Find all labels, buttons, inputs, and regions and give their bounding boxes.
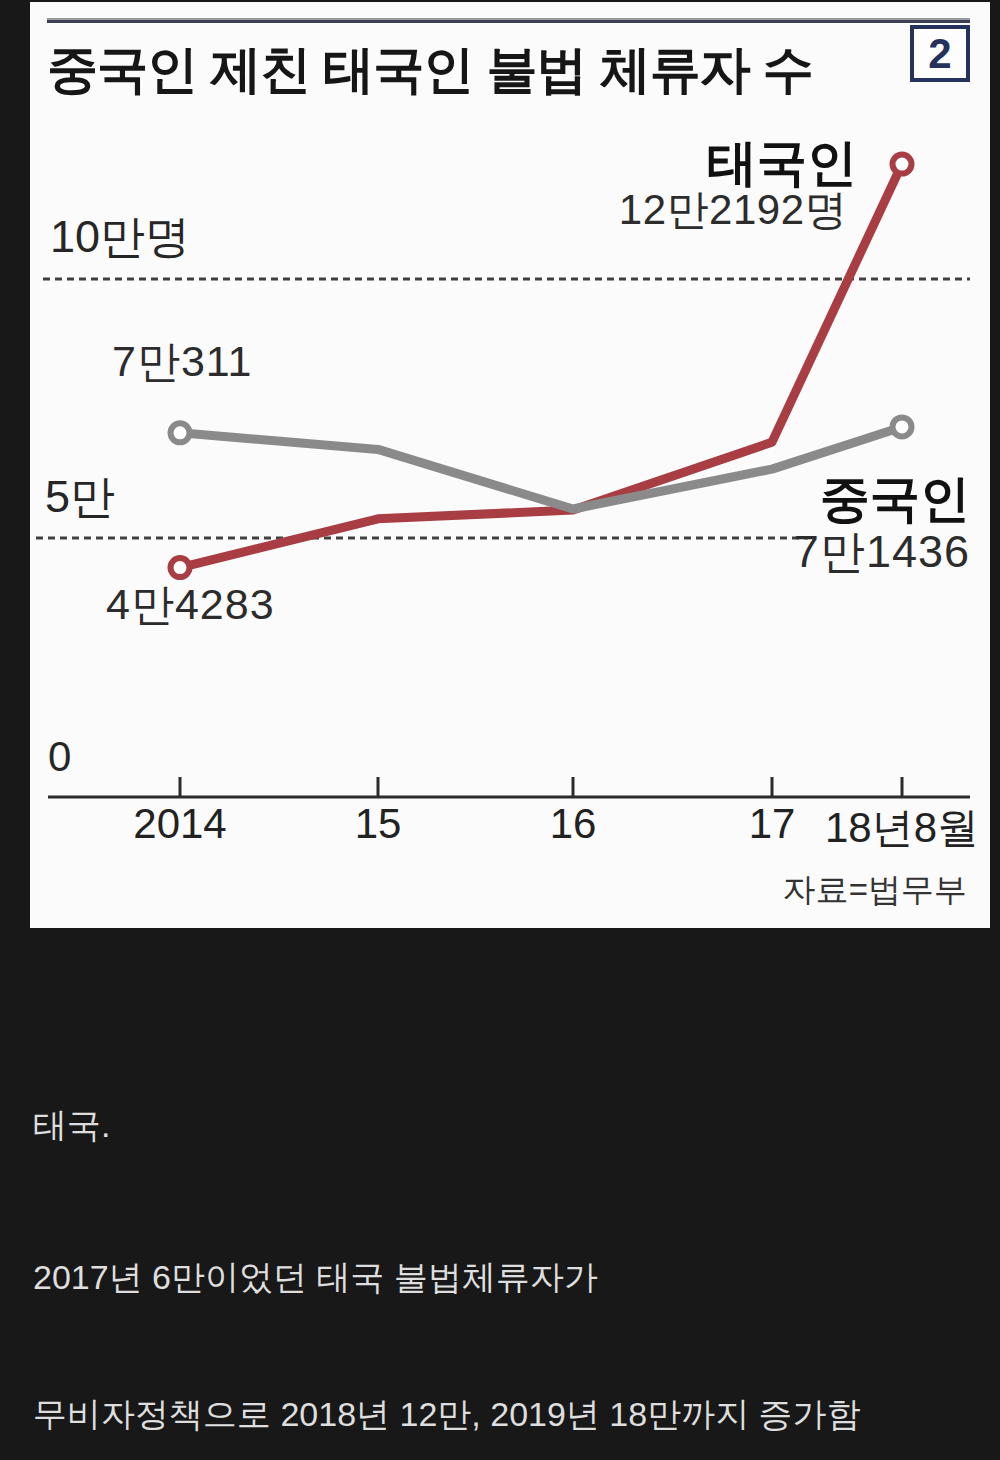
- caption-line-1: 태국.: [33, 1103, 110, 1149]
- y-axis-label-100k: 10만명: [50, 207, 190, 267]
- chart-source: 자료=법무부: [783, 868, 967, 913]
- caption-line-3: 무비자정책으로 2018년 12만, 2019년 18만까지 증가함: [33, 1392, 861, 1438]
- x-axis-label: 17: [749, 800, 796, 848]
- value-label-chinese-start: 7만311: [112, 333, 252, 391]
- y-axis-label-50k: 5만: [45, 467, 115, 527]
- x-axis-label: 15: [355, 800, 402, 848]
- x-axis-label: 18년8월: [825, 800, 979, 856]
- y-axis-label-0: 0: [48, 733, 71, 781]
- value-label-thai-end: 12만2192명: [619, 182, 847, 238]
- x-axis-label: 2014: [133, 800, 226, 848]
- value-label-thai-start: 4만4283: [106, 576, 275, 634]
- caption-line-2: 2017년 6만이었던 태국 불법체류자가: [33, 1255, 598, 1301]
- page: 중국인 제친 태국인 불법 체류자 수 2 10만명 5만 0 태국인 12만2…: [0, 0, 1000, 1460]
- x-axis-label: 16: [550, 800, 597, 848]
- chart-card: 중국인 제친 태국인 불법 체류자 수 2 10만명 5만 0 태국인 12만2…: [30, 2, 990, 928]
- value-label-chinese-end: 7만1436: [794, 522, 970, 582]
